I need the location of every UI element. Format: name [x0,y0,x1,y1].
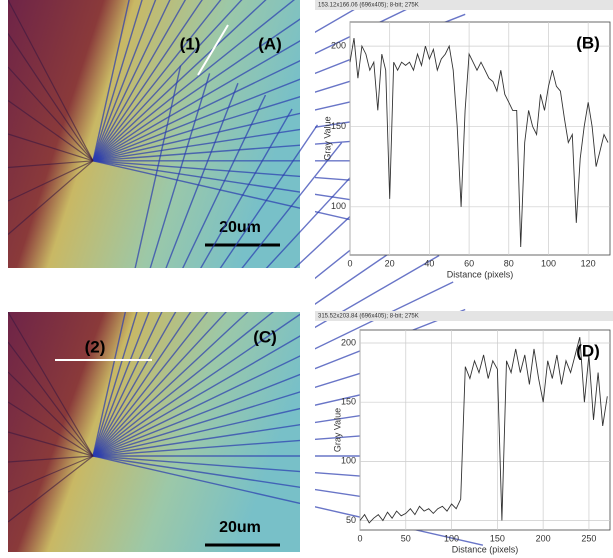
x-tick-label: 200 [536,533,551,543]
texture-stripe [7,341,94,457]
x-tick-label: 120 [581,258,596,268]
texture-stripe [7,0,94,162]
texture-stripe [92,0,143,162]
panel-label: (C) [253,327,277,346]
texture-stripe [92,229,424,457]
x-tick-label: 0 [357,533,362,543]
texture-stripe [92,0,428,162]
texture-stripe [92,0,222,162]
x-tick-label: 250 [581,533,596,543]
panel-label: (D) [576,341,600,360]
texture-stripe [92,0,171,162]
texture-stripe [92,0,203,162]
x-tick-label: 100 [444,533,459,543]
texture-stripe [92,65,182,457]
texture-stripe [92,73,211,457]
texture-stripe [92,0,330,162]
texture-stripe [92,0,157,162]
plot-area [349,21,611,256]
mask [0,268,315,312]
x-tick-label: 0 [347,258,352,268]
texture-stripe [92,0,243,162]
mask [0,310,8,554]
panel-label: (B) [576,33,600,52]
header: 315.52x203.84 (696x405); 8-bit; 275K [318,314,419,320]
scale-label: 20um [219,219,261,236]
profile-curve [359,336,608,524]
profile-curve [349,38,609,248]
x-tick-label: 150 [490,533,505,543]
texture-stripe [92,0,373,162]
header: 153.12x166.06 (696x405); 8-bit; 275K [318,3,419,9]
panel-label: (A) [258,34,282,53]
mask [300,310,315,554]
profile-marker: (1) [180,34,201,53]
mask [0,0,8,270]
texture-stripe [7,160,94,169]
texture-stripe [7,66,94,162]
x-tick-label: 80 [504,258,514,268]
y-axis-title: Gray Value [322,116,332,160]
texture-stripe [92,0,187,162]
texture-stripe [92,182,387,457]
y-tick-label: 100 [341,456,356,466]
texture-stripe [7,455,94,523]
x-axis-title: Distance (pixels) [447,269,514,279]
x-tick-label: 60 [464,258,474,268]
x-tick-label: 50 [401,533,411,543]
texture-stripe [7,371,94,457]
texture-stripe [7,160,94,235]
y-tick-label: 150 [341,397,356,407]
y-tick-label: 50 [346,515,356,525]
profile-marker: (2) [85,337,106,356]
scale-label: 20um [219,519,261,536]
header-bar [315,0,613,10]
texture-stripe [7,455,94,493]
header-bar [315,311,613,321]
texture-stripe [92,0,296,162]
mask [300,0,315,270]
texture-stripe [7,311,94,457]
texture-stripe [7,431,94,457]
texture-stripe [7,455,94,463]
mask [0,552,315,558]
texture-stripe [92,254,440,457]
y-tick-label: 200 [331,40,346,50]
texture-stripe [7,100,94,162]
x-tick-label: 100 [541,258,556,268]
y-tick-label: 100 [331,201,346,211]
x-tick-label: 40 [424,258,434,268]
x-tick-label: 20 [385,258,395,268]
texture-stripe [92,0,267,162]
profile-line [197,24,229,76]
texture-stripe [92,0,130,161]
y-axis-title: Gray Value [332,408,342,452]
texture-stripe [7,401,94,457]
texture-stripe [7,160,94,202]
texture-stripe [7,133,94,162]
texture-stripe [7,33,94,162]
y-tick-label: 200 [341,337,356,347]
y-tick-label: 150 [331,121,346,131]
x-axis-title: Distance (pixels) [452,544,519,554]
